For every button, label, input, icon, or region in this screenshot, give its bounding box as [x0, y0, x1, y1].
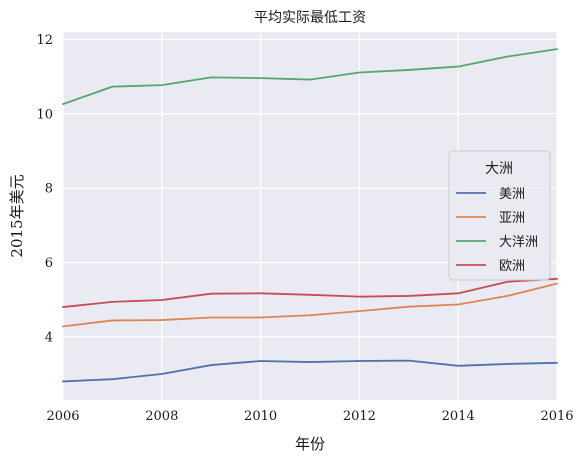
legend-title: 大洲	[485, 161, 513, 177]
y-tick-label: 8	[45, 182, 53, 197]
y-tick-label: 4	[45, 330, 53, 345]
x-axis-label: 年份	[295, 435, 325, 453]
legend-label: 亚洲	[499, 211, 525, 226]
y-axis-label: 2015年美元	[8, 174, 26, 257]
y-tick-label: 10	[36, 107, 53, 122]
x-tick-label: 2016	[540, 409, 573, 424]
series-line	[62, 48, 558, 106]
x-tick-label: 2014	[442, 409, 475, 424]
legend-label: 大洋洲	[499, 235, 538, 250]
x-tick-label: 2010	[244, 409, 277, 424]
series-lines	[62, 48, 558, 383]
series-line	[62, 359, 558, 383]
legend-label: 美洲	[499, 187, 525, 202]
x-tick-label: 2012	[343, 409, 376, 424]
y-tick-label: 12	[36, 33, 53, 48]
x-tick-label: 2008	[145, 409, 178, 424]
tick-labels: 2006 2008 2010 2012 2014 2016 4 6 8 10 12	[36, 33, 573, 424]
legend-label: 欧洲	[499, 259, 525, 274]
x-tick-label: 2006	[46, 409, 79, 424]
chart-title: 平均实际最低工资	[254, 10, 366, 26]
series-line	[62, 282, 558, 328]
grid	[62, 32, 558, 400]
y-tick-label: 6	[45, 256, 53, 271]
legend-box	[448, 150, 551, 281]
series-line	[62, 277, 558, 308]
